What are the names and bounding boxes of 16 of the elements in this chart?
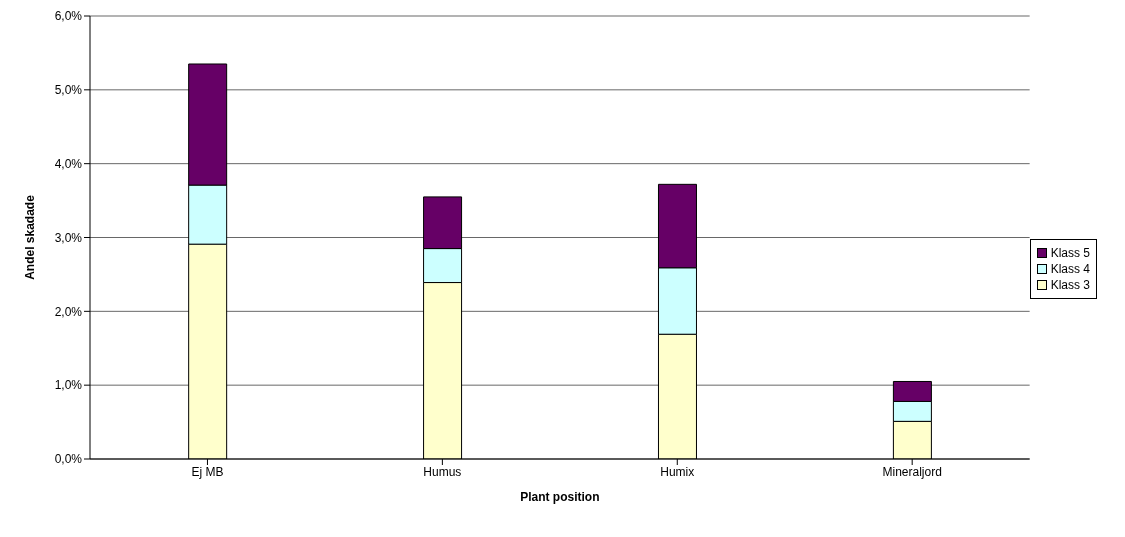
y-tick-label: 1,0% [54,378,83,393]
legend-label: Klass 3 [1050,277,1090,292]
y-tick-label: 0,0% [54,452,83,467]
x-tick-label: Humix [660,464,695,479]
y-tick-label: 3,0% [54,230,83,245]
y-tick-label: 5,0% [54,83,83,98]
x-tick-label: Mineraljord [882,464,942,479]
y-tick-label: 4,0% [54,156,83,171]
y-tick-label: 6,0% [54,9,83,24]
legend-label: Klass 5 [1050,245,1090,260]
x-tick-label: Ej MB [191,464,224,479]
y-tick-label: 2,0% [54,304,83,319]
x-tick-label: Humus [423,464,462,479]
y-axis-title: Andel skadade [23,194,38,280]
legend-label: Klass 4 [1050,261,1090,276]
x-axis-title: Plant position [520,490,600,504]
